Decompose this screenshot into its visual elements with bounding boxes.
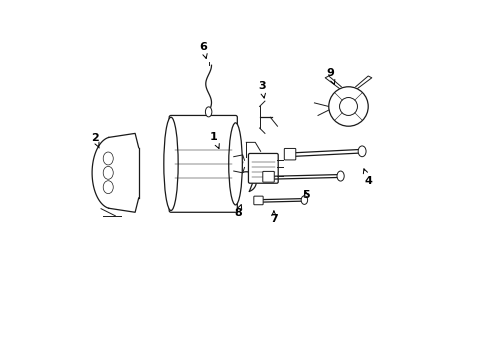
FancyBboxPatch shape [253,196,263,205]
FancyBboxPatch shape [248,153,278,183]
Circle shape [328,87,367,126]
Text: 5: 5 [302,190,309,200]
FancyBboxPatch shape [169,116,237,212]
Circle shape [339,98,357,116]
Text: 1: 1 [210,132,219,149]
Text: 2: 2 [91,133,99,148]
Text: 4: 4 [363,169,371,186]
Ellipse shape [103,152,113,165]
Ellipse shape [103,181,113,194]
Text: 6: 6 [199,42,207,58]
Ellipse shape [301,196,307,204]
Text: 8: 8 [234,204,242,218]
Ellipse shape [163,117,178,211]
FancyBboxPatch shape [262,171,274,182]
Text: 7: 7 [269,211,277,224]
Ellipse shape [228,123,242,205]
Ellipse shape [103,166,113,179]
Text: 9: 9 [325,68,334,84]
Ellipse shape [205,107,211,117]
Text: 3: 3 [257,81,265,98]
FancyBboxPatch shape [284,148,295,160]
Ellipse shape [336,171,344,181]
Ellipse shape [357,146,366,157]
